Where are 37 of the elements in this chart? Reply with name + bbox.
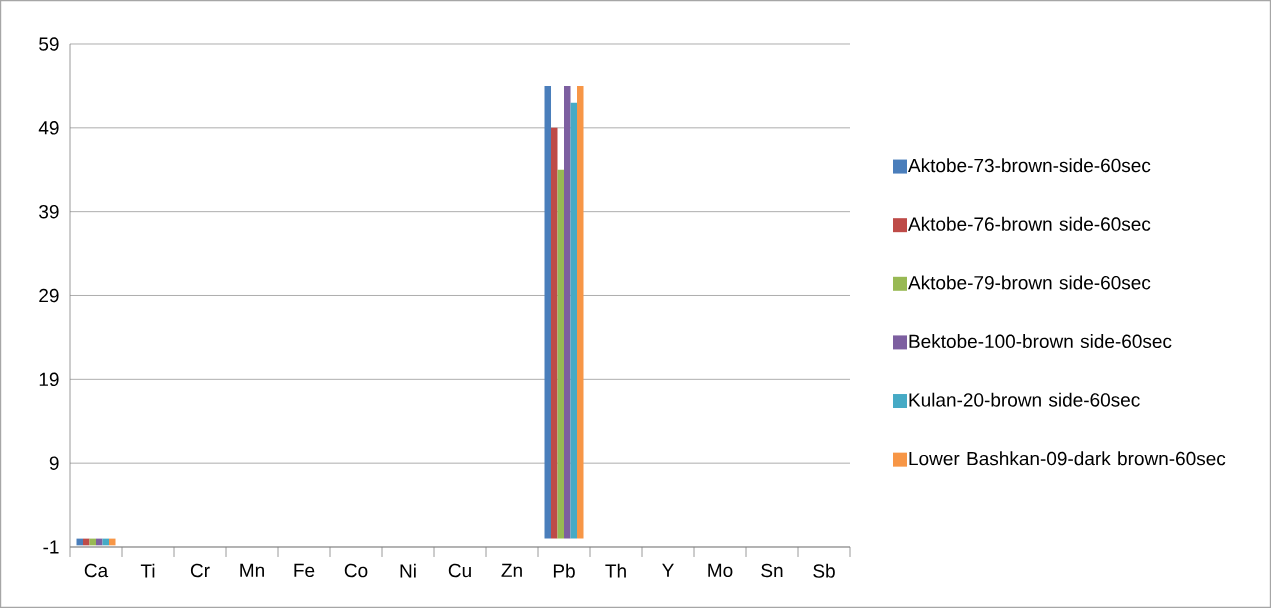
- x-tick-label: Cu: [448, 563, 471, 578]
- y-tick-label: 39: [39, 204, 59, 219]
- x-tick-label: Zn: [501, 563, 522, 577]
- bar: [109, 538, 116, 546]
- x-tick-label: Fe: [294, 563, 315, 578]
- bar: [551, 127, 558, 539]
- legend-label: Lower Bashkan-09-dark brown-60sec: [909, 451, 1226, 466]
- legend-label: Aktobe-79-brown side-60sec: [908, 275, 1151, 290]
- y-tick-label: 9: [49, 456, 59, 470]
- legend-label: Bektobe-100-brown side-60sec: [909, 334, 1172, 349]
- x-tick-label: Ni: [400, 563, 416, 578]
- x-tick-label: Cr: [190, 563, 210, 578]
- x-tick-label: Sn: [761, 563, 783, 578]
- bar: [557, 169, 565, 539]
- x-tick-label: Sb: [813, 563, 835, 578]
- bar: [96, 538, 103, 546]
- y-tick-label: 19: [39, 372, 59, 387]
- y-tick-label: 29: [39, 288, 59, 303]
- x-tick-label: Y: [662, 563, 674, 577]
- legend-label: Aktobe-73-brown-side-60sec: [908, 158, 1151, 173]
- y-tick-label: -1: [43, 540, 59, 554]
- x-tick-label: Mn: [240, 563, 264, 577]
- legend-label: Kulan-20-brown side-60sec: [909, 392, 1140, 407]
- y-tick-label: 49: [38, 121, 59, 135]
- x-tick-label: Co: [344, 563, 368, 578]
- x-tick-label: Pb: [553, 563, 575, 578]
- legend-label: Aktobe-76-brown side-60sec: [908, 216, 1151, 231]
- bar: [564, 85, 571, 539]
- bar: [570, 102, 578, 539]
- x-tick-label: Ti: [140, 563, 155, 578]
- bar: [83, 538, 90, 546]
- bar: [544, 85, 552, 539]
- x-tick-label: Th: [605, 563, 626, 578]
- y-tick-label: 59: [39, 37, 59, 51]
- bar: [577, 85, 584, 539]
- x-tick-label: Ca: [84, 563, 109, 578]
- x-tick-label: Mo: [708, 563, 733, 578]
